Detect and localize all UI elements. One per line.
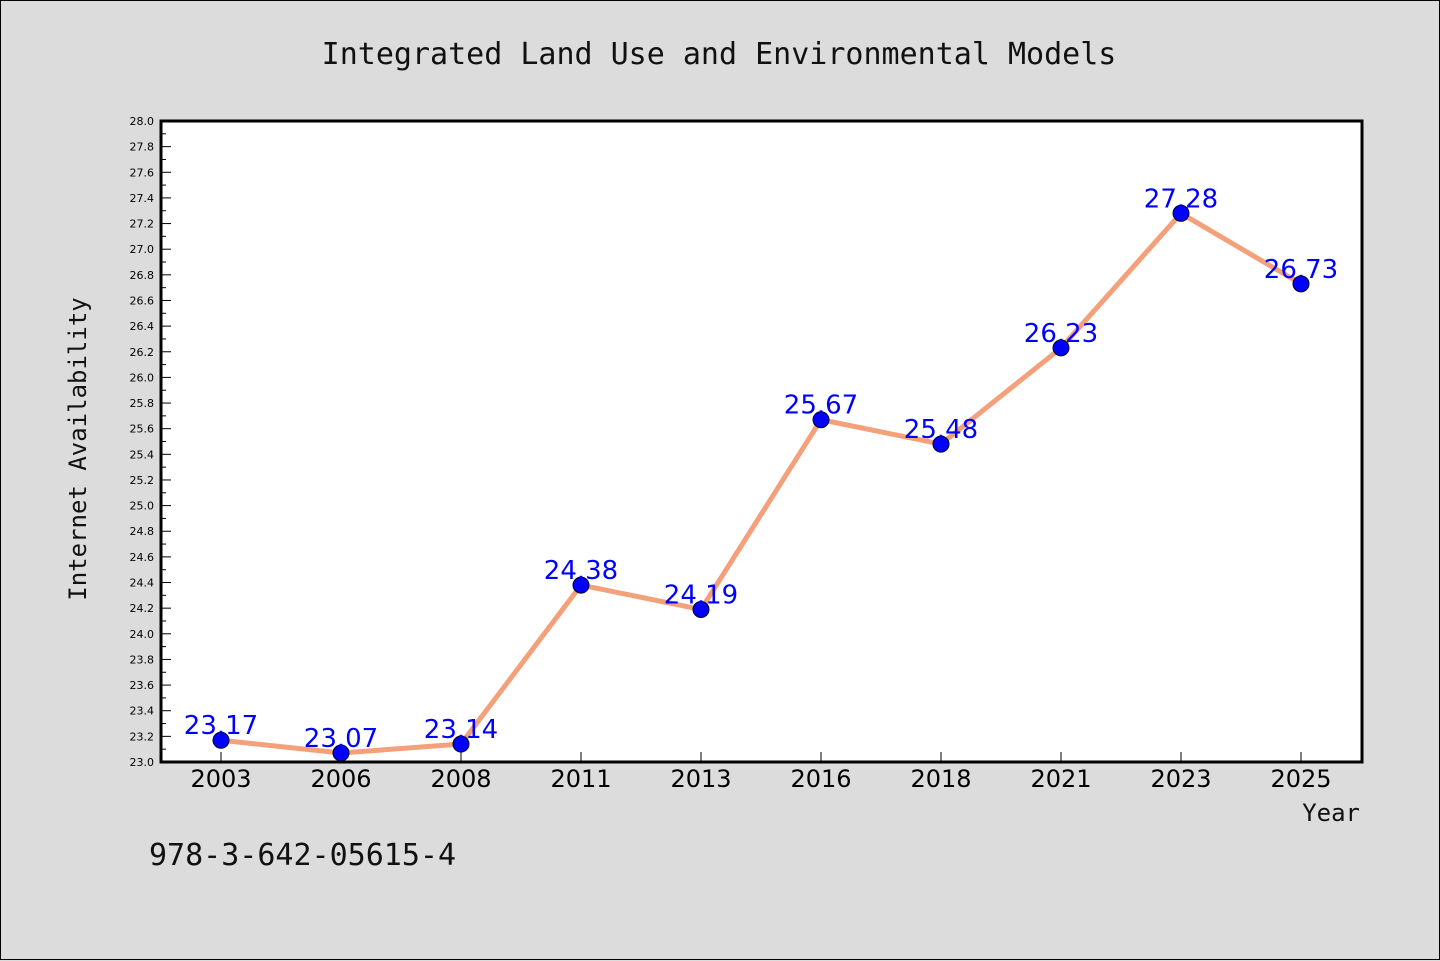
x-tick-label: 2003 xyxy=(190,765,251,793)
y-tick-label: 25.0 xyxy=(130,500,155,513)
x-tick-label: 2006 xyxy=(310,765,371,793)
data-label: 27.28 xyxy=(1144,184,1218,214)
x-tick-label: 2013 xyxy=(670,765,731,793)
x-tick-label: 2011 xyxy=(550,765,611,793)
y-tick-label: 25.2 xyxy=(130,474,155,487)
y-tick-label: 26.0 xyxy=(130,371,155,384)
data-point xyxy=(572,576,590,594)
y-tick-label: 24.6 xyxy=(130,551,155,564)
y-tick-label: 24.0 xyxy=(130,628,155,641)
y-tick-label: 24.2 xyxy=(130,602,155,615)
x-tick-label: 2021 xyxy=(1030,765,1091,793)
data-label: 25.48 xyxy=(904,415,978,445)
x-tick-label: 2018 xyxy=(910,765,971,793)
y-tick-label: 26.8 xyxy=(130,269,155,282)
y-tick-label: 25.8 xyxy=(130,397,155,410)
data-label: 24.19 xyxy=(664,580,738,610)
data-point xyxy=(692,600,710,618)
x-tick-label: 2016 xyxy=(790,765,851,793)
data-point xyxy=(932,435,950,453)
data-label: 23.14 xyxy=(424,715,498,745)
y-tick-label: 28.0 xyxy=(130,115,155,128)
series-line-group: 23.17 23.07 23.14 24.38 24.19 25.67 25.48 26.23… xyxy=(184,184,1338,762)
y-axis-label: Internet Availability xyxy=(64,297,92,600)
data-label: 26.73 xyxy=(1264,255,1338,285)
y-tick-label: 24.4 xyxy=(130,577,155,590)
data-label: 23.17 xyxy=(184,711,258,741)
series-line xyxy=(218,210,1304,756)
y-tick-label: 27.6 xyxy=(130,166,155,179)
data-point xyxy=(212,731,230,749)
data-label: 23.07 xyxy=(304,724,378,754)
data-point xyxy=(332,744,350,762)
plot-area xyxy=(159,119,1364,764)
x-axis-label: Year xyxy=(1302,799,1360,827)
y-tick-label: 25.6 xyxy=(130,423,155,436)
x-tick-label: 2008 xyxy=(430,765,491,793)
y-tick-label: 27.4 xyxy=(130,192,155,205)
data-point xyxy=(1172,204,1190,222)
data-point xyxy=(1052,339,1070,357)
footnote-text: 978-3-642-05615-4 xyxy=(149,838,456,873)
chart-title: Integrated Land Use and Environmental Mo… xyxy=(322,37,1117,72)
data-label: 24.38 xyxy=(544,556,618,586)
y-tick-label: 23.8 xyxy=(130,653,155,666)
x-axis: 2003 2006 2008 2011 2013 2016 2018 2021 2023 2025 xyxy=(190,752,1332,793)
data-label: 25.67 xyxy=(784,391,858,421)
y-tick-label: 23.2 xyxy=(130,730,155,743)
y-tick-label: 23.0 xyxy=(130,756,155,769)
data-label: 26.23 xyxy=(1024,319,1098,349)
y-axis: 23.0 23.2 23.4 23.6 23.8 24.0 24.2 24.4 24.6 24.8… xyxy=(130,115,171,769)
y-tick-label: 26.6 xyxy=(130,294,155,307)
x-tick-label: 2023 xyxy=(1150,765,1211,793)
y-tick-label: 27.2 xyxy=(130,218,155,231)
y-tick-label: 27.8 xyxy=(130,141,155,154)
y-tick-label: 26.2 xyxy=(130,346,155,359)
x-tick-label: 2025 xyxy=(1270,765,1331,793)
y-tick-label: 23.4 xyxy=(130,705,155,718)
data-point xyxy=(812,411,830,429)
data-point xyxy=(452,735,470,753)
y-tick-label: 25.4 xyxy=(130,448,155,461)
data-point xyxy=(1292,275,1310,293)
y-tick-label: 24.8 xyxy=(130,525,155,538)
y-tick-label: 23.6 xyxy=(130,679,155,692)
y-tick-label: 26.4 xyxy=(130,320,155,333)
y-tick-label: 27.0 xyxy=(130,243,155,256)
